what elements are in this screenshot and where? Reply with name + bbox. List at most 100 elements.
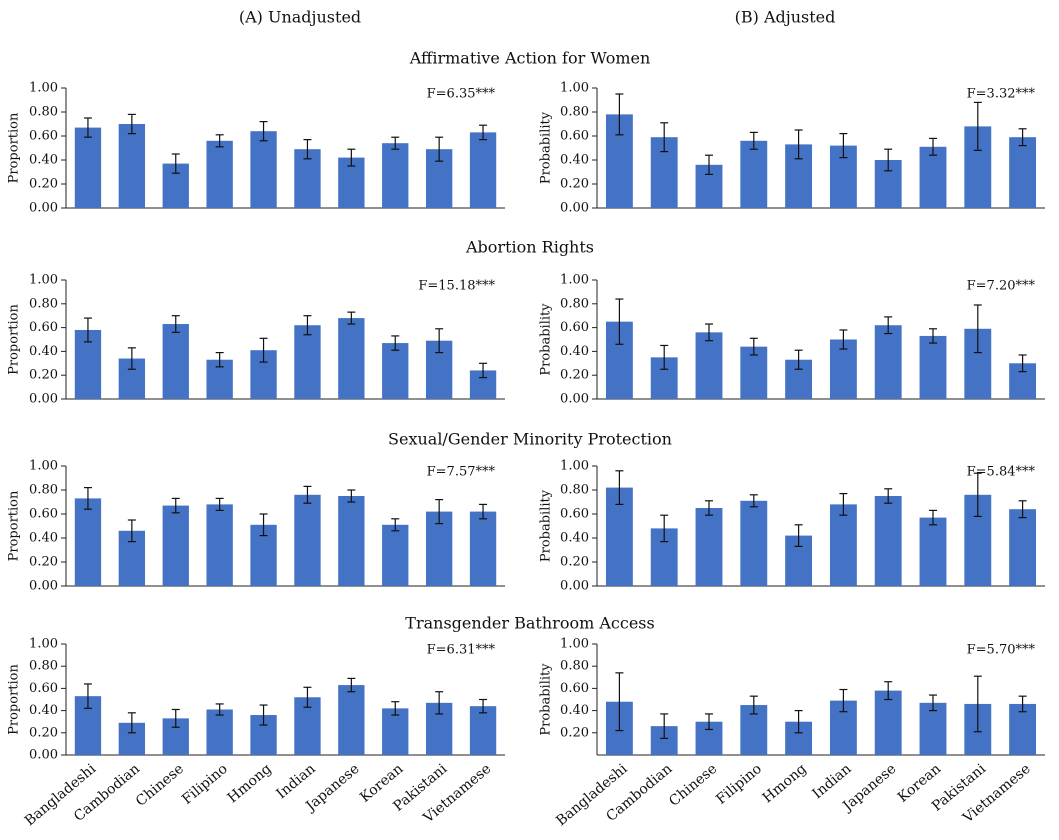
x-tick-label: Hmong — [225, 761, 275, 807]
error-bar — [749, 695, 758, 715]
error-bar — [660, 514, 669, 543]
bar — [469, 511, 497, 586]
error-bar — [479, 698, 488, 714]
error-bar — [929, 137, 937, 156]
bar — [1009, 703, 1037, 755]
y-tick-label: 0.40 — [29, 703, 58, 718]
error-bar — [83, 487, 92, 510]
error-bar — [259, 704, 268, 726]
bar — [695, 332, 723, 399]
error-bar — [929, 509, 937, 526]
y-tick-label: 0.40 — [560, 153, 589, 168]
y-tick-label: 0.60 — [29, 320, 58, 335]
error-bar — [435, 136, 444, 162]
y-tick-label: 0.40 — [29, 344, 58, 359]
bar — [250, 131, 277, 208]
y-tick-label: 1.00 — [29, 273, 58, 288]
y-tick-label: 0.80 — [29, 483, 58, 498]
error-bar — [303, 315, 312, 336]
annotation: F=5.70*** — [967, 643, 1036, 658]
error-bar — [347, 148, 356, 167]
error-bar — [615, 93, 624, 136]
y-tick-label: 0.40 — [29, 153, 58, 168]
y-axis-label: Proportion — [7, 304, 22, 375]
bar — [740, 140, 768, 208]
annotation: F=3.32*** — [967, 87, 1036, 102]
y-tick-label: 1.00 — [560, 637, 589, 652]
y-tick-label: 0.40 — [560, 703, 589, 718]
y-tick-label: 0.80 — [560, 296, 589, 311]
row-title: Transgender Bathroom Access — [405, 614, 654, 633]
error-bar — [303, 485, 312, 504]
x-tick-label: Chinese — [133, 761, 187, 810]
error-bar — [973, 101, 982, 151]
bar — [382, 143, 409, 208]
error-bar — [435, 328, 444, 354]
y-tick-label: 1.00 — [560, 459, 589, 474]
y-tick-label: 1.00 — [29, 637, 58, 652]
error-bar — [1018, 500, 1027, 519]
bar — [338, 685, 365, 755]
error-bar — [127, 113, 136, 135]
error-bar — [749, 337, 758, 356]
y-axis-label: Proportion — [7, 490, 22, 561]
y-tick-label: 0.60 — [29, 129, 58, 144]
y-tick-label: 0.60 — [29, 507, 58, 522]
bar — [874, 496, 902, 586]
error-bar — [660, 713, 669, 739]
error-bar — [127, 347, 136, 370]
y-tick-label: 0.00 — [29, 392, 58, 407]
y-tick-label: 0.00 — [560, 201, 589, 216]
error-bar — [749, 494, 758, 508]
error-bar — [127, 712, 136, 734]
error-bar — [884, 148, 893, 172]
error-bar — [215, 351, 224, 368]
y-tick-label: 0.80 — [560, 659, 589, 674]
x-tick-label: Chinese — [666, 761, 720, 810]
x-tick-label: Filipino — [713, 761, 765, 808]
bar — [206, 140, 233, 208]
bar — [206, 504, 233, 586]
error-bar — [215, 703, 224, 716]
y-tick-label: 1.00 — [560, 273, 589, 288]
error-bar — [615, 672, 624, 732]
y-tick-label: 1.00 — [29, 459, 58, 474]
x-tick-label: Filipino — [179, 761, 231, 808]
y-axis-label: Probability — [539, 111, 554, 184]
bar — [382, 343, 409, 399]
y-tick-label: 0.60 — [29, 681, 58, 696]
y-tick-label: 1.00 — [560, 81, 589, 96]
error-bar — [435, 499, 444, 525]
error-bar — [171, 315, 180, 333]
bar — [74, 498, 102, 586]
y-tick-label: 0.00 — [560, 392, 589, 407]
error-bar — [794, 709, 803, 734]
y-axis-label: Probability — [539, 303, 554, 376]
bar — [469, 706, 497, 755]
error-bar — [615, 470, 624, 505]
error-bar — [479, 124, 488, 141]
bar — [338, 318, 365, 399]
error-bar — [839, 133, 848, 159]
y-tick-label: 0.00 — [560, 579, 589, 594]
y-tick-label: 0.20 — [29, 725, 58, 740]
row-title: Abortion Rights — [465, 238, 594, 257]
error-bar — [705, 500, 713, 516]
bar — [74, 127, 102, 208]
error-bar — [660, 344, 669, 370]
error-bar — [215, 497, 224, 511]
error-bar — [171, 153, 180, 174]
error-bar — [391, 335, 400, 351]
error-bar — [391, 518, 400, 532]
y-axis-label: Probability — [539, 663, 554, 736]
error-bar — [973, 304, 982, 354]
bar — [206, 709, 233, 755]
y-tick-label: 0.60 — [560, 681, 589, 696]
error-bar — [1018, 695, 1027, 713]
error-bar — [973, 675, 982, 733]
y-axis-label: Proportion — [7, 664, 22, 735]
error-bar — [839, 493, 848, 516]
error-bar — [259, 120, 268, 142]
bar — [829, 504, 857, 586]
bar — [162, 324, 189, 399]
